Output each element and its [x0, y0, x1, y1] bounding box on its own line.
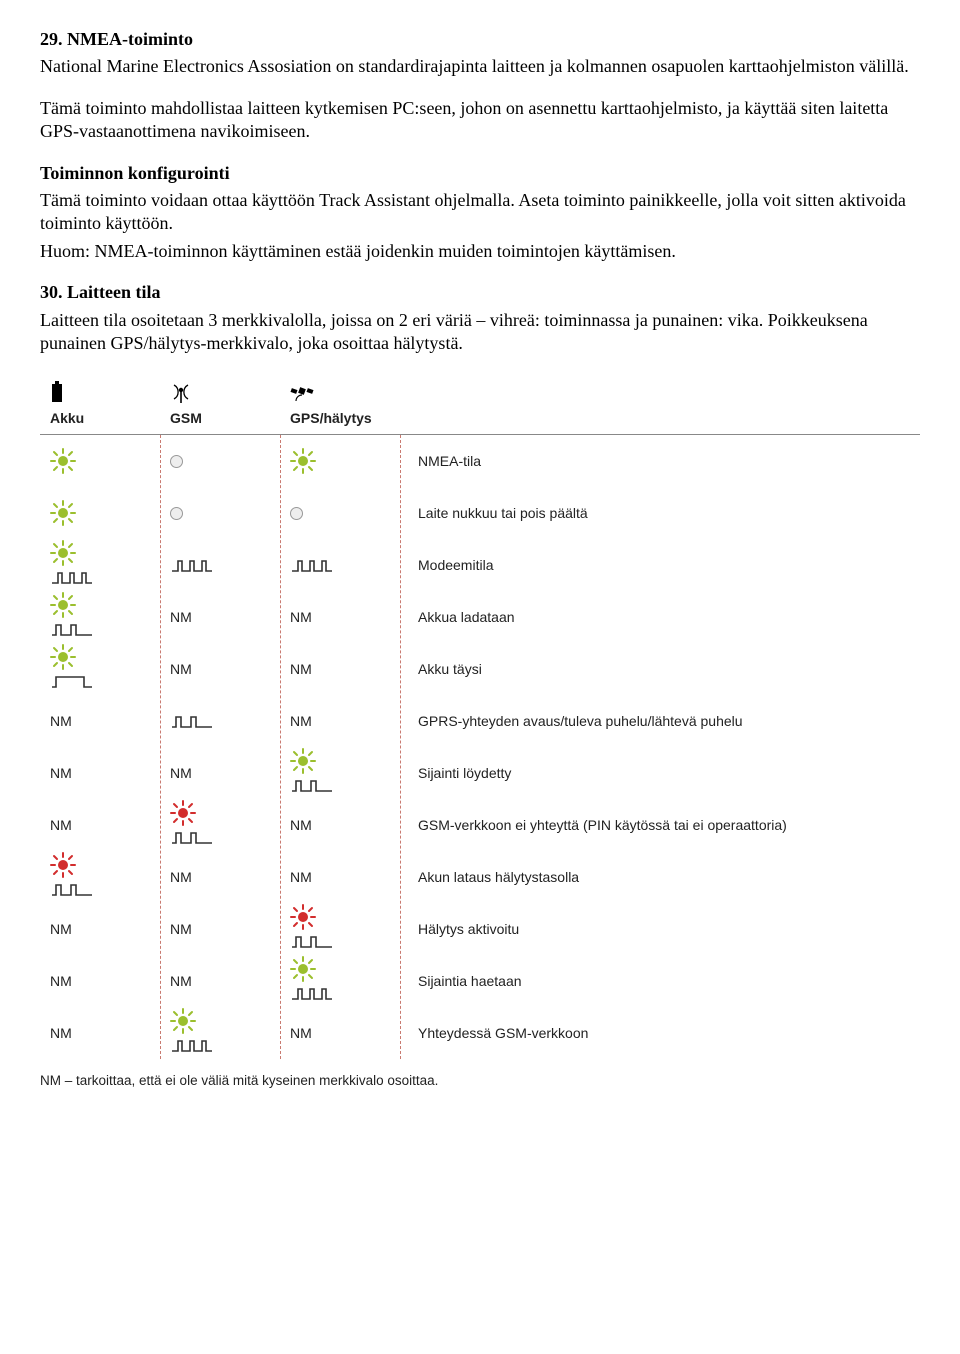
chart-row: NM NM Akku täysi — [40, 643, 920, 695]
cell-label: GSM-verkkoon ei yhteyttä (PIN käytössä t… — [400, 799, 920, 851]
cell-label: Modeemitila — [400, 539, 920, 591]
cell-gsm: NM — [160, 955, 280, 1007]
chart-rows: NMEA-tila Laite nukkuu tai pois päältä — [40, 435, 920, 1059]
led-status-chart: Akku GSM GPS/häl — [40, 381, 920, 1088]
header-gsm: GSM — [160, 381, 280, 426]
cell-label: Akku täysi — [400, 643, 920, 695]
cell-akku: NM — [40, 955, 160, 1007]
cell-gps: NM — [280, 591, 400, 643]
cell-gps — [280, 435, 400, 487]
cell-gsm — [160, 435, 280, 487]
cell-akku: NM — [40, 1007, 160, 1059]
chart-row: NM NM Sijainti löydetty — [40, 747, 920, 799]
chart-row: NM NM Yhteydessä GSM-verkkoon — [40, 1007, 920, 1059]
battery-icon — [50, 381, 160, 406]
cell-label: Yhteydessä GSM-verkkoon — [400, 1007, 920, 1059]
cell-gsm — [160, 539, 280, 591]
cell-label: Akkua ladataan — [400, 591, 920, 643]
chart-row: NM NM Akkua ladataan — [40, 591, 920, 643]
cell-akku — [40, 643, 160, 695]
cell-gsm — [160, 695, 280, 747]
cell-gsm: NM — [160, 643, 280, 695]
section29-p1: National Marine Electronics Assosiation … — [40, 55, 920, 78]
cell-gps — [280, 955, 400, 1007]
chart-row: NM NM Hälytys aktivoitu — [40, 903, 920, 955]
cell-gps — [280, 487, 400, 539]
cell-gps — [280, 903, 400, 955]
satellite-icon — [290, 381, 400, 406]
cell-label: Sijainti löydetty — [400, 747, 920, 799]
cell-gsm — [160, 799, 280, 851]
cell-gps — [280, 747, 400, 799]
cell-akku: NM — [40, 695, 160, 747]
cell-label: NMEA-tila — [400, 435, 920, 487]
cell-gsm: NM — [160, 591, 280, 643]
chart-footer-note: NM – tarkoittaa, että ei ole väliä mitä … — [40, 1073, 920, 1088]
chart-row: NM NM GSM-verkkoon ei yhteyttä (PIN käyt… — [40, 799, 920, 851]
section30-p1: Laitteen tila osoitetaan 3 merkkivalolla… — [40, 309, 920, 356]
cell-gsm: NM — [160, 747, 280, 799]
chart-row: NM NM GPRS-yhteyden avaus/tuleva puhelu/… — [40, 695, 920, 747]
cell-akku — [40, 435, 160, 487]
cell-gps — [280, 539, 400, 591]
chart-row: NMEA-tila — [40, 435, 920, 487]
chart-row: NM NM Akun lataus hälytystasolla — [40, 851, 920, 903]
cell-label: GPRS-yhteyden avaus/tuleva puhelu/lähtev… — [400, 695, 920, 747]
cell-gsm: NM — [160, 903, 280, 955]
cell-gps: NM — [280, 643, 400, 695]
cell-gsm: NM — [160, 851, 280, 903]
section29-title: 29. NMEA-toiminto — [40, 28, 920, 51]
cell-akku — [40, 487, 160, 539]
header-gsm-label: GSM — [170, 410, 202, 426]
cell-akku — [40, 539, 160, 591]
section29-p4: Huom: NMEA-toiminnon käyttäminen estää j… — [40, 240, 920, 263]
cell-gps: NM — [280, 1007, 400, 1059]
section29-subhead: Toiminnon konfigurointi — [40, 162, 920, 185]
cell-gsm — [160, 487, 280, 539]
header-gps-label: GPS/hälytys — [290, 410, 372, 426]
cell-label: Laite nukkuu tai pois päältä — [400, 487, 920, 539]
cell-akku — [40, 591, 160, 643]
chart-row: Laite nukkuu tai pois päältä — [40, 487, 920, 539]
section29-p2: Tämä toiminto mahdollistaa laitteen kytk… — [40, 97, 920, 144]
cell-akku: NM — [40, 903, 160, 955]
chart-row: Modeemitila — [40, 539, 920, 591]
antenna-icon — [170, 381, 280, 406]
cell-gps: NM — [280, 851, 400, 903]
cell-akku: NM — [40, 799, 160, 851]
cell-label: Hälytys aktivoitu — [400, 903, 920, 955]
cell-label: Akun lataus hälytystasolla — [400, 851, 920, 903]
cell-akku: NM — [40, 747, 160, 799]
cell-gps: NM — [280, 695, 400, 747]
section29-p3: Tämä toiminto voidaan ottaa käyttöön Tra… — [40, 189, 920, 236]
cell-akku — [40, 851, 160, 903]
chart-header-row: Akku GSM GPS/häl — [40, 381, 920, 435]
header-akku-label: Akku — [50, 410, 84, 426]
chart-row: NM NM Sijaintia haetaan — [40, 955, 920, 1007]
header-gps: GPS/hälytys — [280, 381, 400, 426]
header-akku: Akku — [40, 381, 160, 426]
cell-label: Sijaintia haetaan — [400, 955, 920, 1007]
cell-gps: NM — [280, 799, 400, 851]
cell-gsm — [160, 1007, 280, 1059]
section30-title: 30. Laitteen tila — [40, 281, 920, 304]
